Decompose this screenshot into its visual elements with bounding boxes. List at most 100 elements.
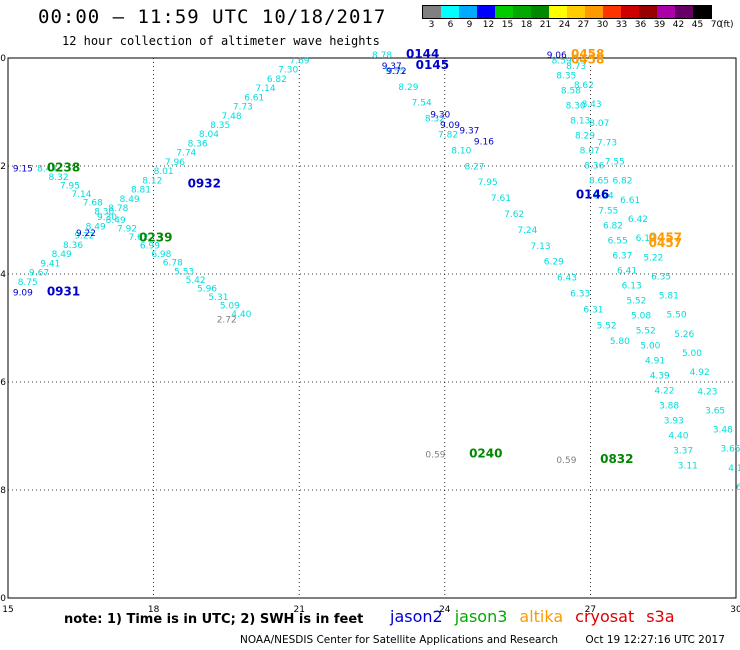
- track-value-label: 6.44: [736, 483, 740, 493]
- colorbar-cell: [441, 6, 459, 18]
- track-value-label: 8.13: [570, 116, 590, 126]
- page-title: 00:00 – 11:59 UTC 10/18/2017: [38, 6, 387, 28]
- track-value-label: 6.42: [628, 215, 648, 225]
- pass-time-label: 0146: [576, 187, 609, 201]
- track-value-label: 8.49: [120, 195, 140, 205]
- colorbar-cell: [693, 6, 711, 18]
- colorbar-cell: [657, 6, 675, 18]
- track-value-label: 8.49: [106, 216, 126, 226]
- track-value-label: 7.55: [598, 206, 618, 216]
- track-value-label: 9.30: [97, 213, 117, 223]
- track-value-label: 7.55: [605, 158, 625, 168]
- track-value-label: 5.22: [643, 253, 663, 263]
- value-label: 2.72: [217, 316, 237, 326]
- track-value-label: 7.96: [165, 158, 185, 168]
- track-value-label: 8.27: [464, 162, 484, 172]
- value-label: 9.16: [474, 137, 494, 147]
- colorbar-labels: 3 6 9 12 15 18 21 24 27 30 33 36 39 42 45 70: [422, 20, 726, 30]
- track-value-label: 7.82: [438, 131, 458, 141]
- track-value-label: 8.49: [86, 222, 106, 232]
- x-tick-label: 27: [585, 605, 596, 615]
- x-tick-label: 30: [730, 605, 740, 615]
- track-value-label: 3.37: [673, 446, 693, 456]
- track-value-label: 9.41: [40, 259, 60, 269]
- y-tick-label: -56: [0, 378, 6, 388]
- pass-time-label: 0239: [139, 231, 172, 245]
- note-text: note: 1) Time is in UTC; 2) SWH is in fe…: [64, 612, 364, 627]
- track-value-label: 4.92: [690, 368, 710, 378]
- track-value-label: 3.65: [721, 445, 740, 455]
- track-value-label: 9.22: [74, 232, 94, 242]
- colorbar-label: 33: [615, 20, 628, 30]
- track-value-label: 8.24: [594, 191, 614, 201]
- value-label: 9.30: [430, 110, 450, 120]
- value-label: 9.06: [547, 51, 567, 61]
- track-value-label: 4.91: [645, 356, 665, 366]
- value-label: 9.22: [76, 229, 96, 239]
- colorbar-cell: [675, 6, 693, 18]
- track-value-label: 4.40: [231, 310, 251, 320]
- pass-time-label: 0145: [416, 58, 449, 72]
- track-value-label: 8.43: [582, 100, 602, 110]
- track-value-label: 8.04: [199, 130, 219, 140]
- track-value-label: 5.80: [610, 337, 630, 347]
- track-value-label: 7.54: [412, 99, 432, 109]
- pass-time-label: 0832: [600, 452, 633, 466]
- colorbar-cell: [567, 6, 585, 18]
- y-tick-label: -58: [0, 486, 6, 496]
- track-value-label: 8.49: [52, 250, 72, 260]
- track-value-label: 5.81: [659, 292, 679, 302]
- pass-time-label: 0932: [188, 177, 221, 191]
- colorbar-label: 6: [447, 20, 454, 30]
- value-label: 9.15: [13, 164, 33, 174]
- track-value-label: 7.30: [278, 66, 298, 76]
- y-tick-label: -50: [0, 54, 6, 64]
- x-tick-label: 24: [439, 605, 451, 615]
- track-value-label: 7.73: [597, 138, 617, 148]
- track-value-label: 5.96: [197, 284, 217, 294]
- track-value-label: 4.23: [697, 387, 717, 397]
- pass-time-label: 0144: [406, 47, 439, 61]
- track-value-label: 6.82: [612, 177, 632, 187]
- colorbar-label: 15: [501, 20, 514, 30]
- pass-time-label: 0240: [469, 447, 502, 461]
- colorbar-cell: [513, 6, 531, 18]
- footer-timestamp: Oct 19 12:27:16 UTC 2017: [585, 634, 725, 646]
- colorbar-label: 12: [482, 20, 495, 30]
- track-value-label: 5.52: [626, 296, 646, 306]
- track-value-label: 7.14: [256, 84, 276, 94]
- track-value-label: 8.29: [398, 83, 418, 93]
- track-value-label: 6.99: [140, 242, 160, 252]
- value-label: 9.37: [459, 127, 479, 137]
- track-value-label: 8.81: [131, 186, 151, 196]
- colorbar-cell: [477, 6, 495, 18]
- track-value-label: 4.22: [654, 386, 674, 396]
- pass-time-label: 0458: [571, 47, 604, 61]
- track-value-label: 6.78: [163, 259, 183, 269]
- track-value-label: 8.10: [451, 146, 471, 156]
- pass-time-label: 0458: [571, 52, 604, 66]
- track-value-label: 8.65: [589, 176, 609, 186]
- colorbar-cell: [459, 6, 477, 18]
- track-value-label: 7.62: [504, 210, 524, 220]
- track-value-label: 7.73: [233, 103, 253, 113]
- colorbar-label: 45: [691, 20, 704, 30]
- colorbar-label: 27: [577, 20, 590, 30]
- value-label: 0.59: [556, 456, 576, 466]
- pass-time-label: 0457: [649, 236, 682, 250]
- track-value-label: 6.82: [603, 221, 623, 231]
- footer: NOAA/NESDIS Center for Satellite Applica…: [240, 634, 725, 646]
- legend-jason2: jason2: [390, 607, 443, 626]
- colorbar-label: 39: [653, 20, 666, 30]
- colorbar-unit: (ft): [720, 20, 734, 30]
- colorbar-label: 42: [672, 20, 685, 30]
- colorbar-label: 70: [710, 20, 723, 30]
- track-value-label: 6.55: [608, 236, 628, 246]
- colorbar-label: 24: [558, 20, 571, 30]
- track-value-label: 8.07: [580, 146, 600, 156]
- track-value-label: 7.69: [289, 56, 309, 66]
- track-value-label: 8.32: [49, 173, 69, 183]
- value-label: 9.09: [440, 121, 460, 131]
- track-value-label: 6.37: [612, 251, 632, 261]
- footer-credit: NOAA/NESDIS Center for Satellite Applica…: [240, 634, 558, 646]
